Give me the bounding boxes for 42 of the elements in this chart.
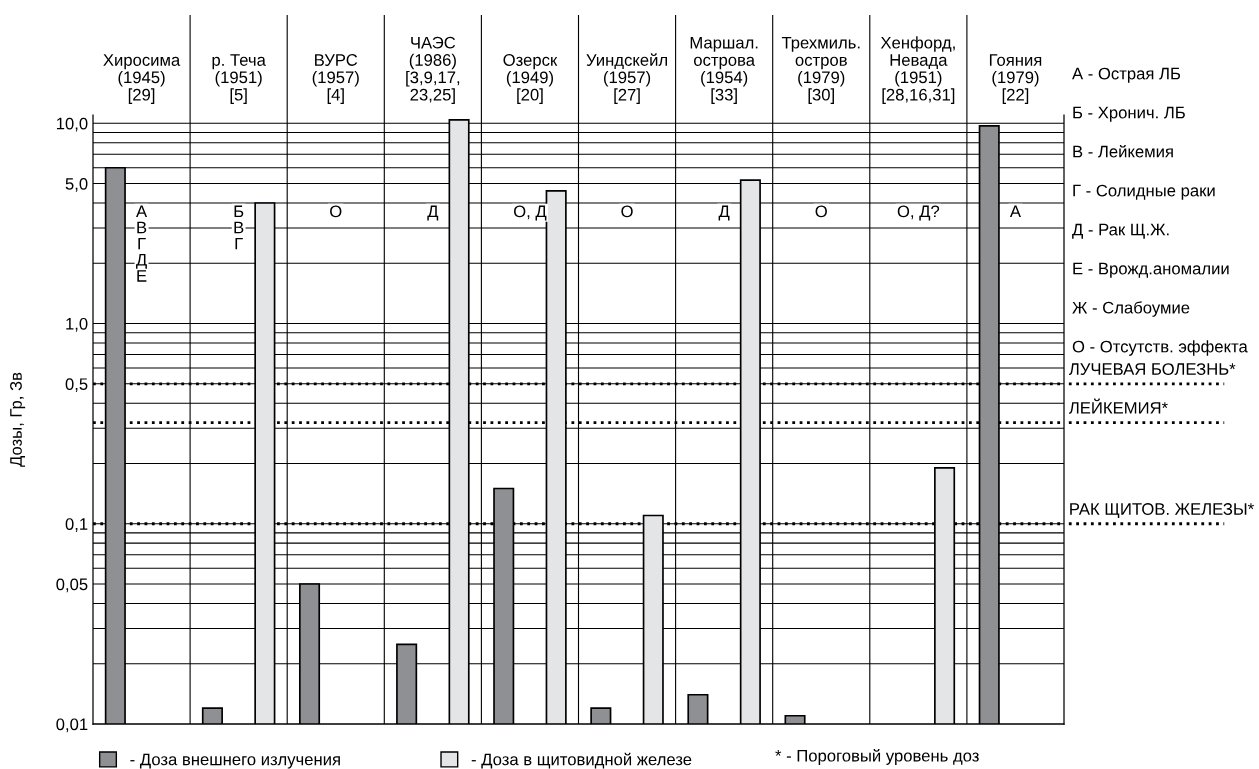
- text: Ж - Слабоумие: [1072, 301, 1190, 317]
- ref-line-label: ЛУЧЕВАЯ БОЛЕЗНЬ*: [1069, 363, 1236, 375]
- x-tick-label: Хиросима (1945) [29]: [103, 54, 181, 104]
- text: Е - Врожд.аномалии: [1073, 262, 1229, 278]
- x-tick-label: Хенфорд, Невада (1951) [28,16,31]: [880, 36, 955, 104]
- x-tick-label: Озерск (1949) [20]: [503, 54, 558, 104]
- annotation: Д: [427, 205, 439, 221]
- y-tick-label: 1,0: [66, 317, 88, 332]
- text: * - Пороговый уровень доз: [775, 749, 979, 765]
- x-tick-label: ВУРС (1957) [4]: [312, 54, 359, 104]
- x-tick-label: ЧАЭС (1986) [3,9,17, 23,25]: [406, 36, 460, 104]
- annotation: О: [621, 205, 633, 218]
- text: Б - Хронич. ЛБ: [1073, 106, 1185, 122]
- text: А - Острая ЛБ: [1072, 67, 1181, 83]
- y-tick-label: 10,0: [56, 117, 88, 132]
- y-tick-label: 5,0: [65, 177, 88, 192]
- annotation: А В Г Д Е: [136, 205, 148, 282]
- text: Г - Солидные раки: [1073, 184, 1215, 200]
- x-tick-label: р. Теча (1951) [5]: [212, 54, 266, 104]
- legend-label: - Доза в щитовидной железе: [471, 752, 692, 769]
- annotation: Д: [718, 205, 730, 221]
- annotation: А: [1009, 205, 1021, 218]
- ref-line-label: ЛЕЙКЕМИЯ*: [1069, 398, 1168, 414]
- annotation: О: [815, 205, 827, 218]
- x-tick-label: Уиндскейл (1957) [27]: [586, 53, 667, 104]
- y-tick-label: 0,05: [56, 578, 88, 593]
- annotation: О: [330, 205, 342, 218]
- text: В - Лейкемия: [1073, 144, 1173, 158]
- text: Д - Рак Щ.Ж.: [1072, 223, 1169, 239]
- annotation: О, Д: [513, 205, 547, 221]
- y-tick-label: 0,1: [65, 518, 88, 532]
- annotation: О, Д?: [897, 205, 940, 221]
- ref-line-label: РАК ЩИТОВ. ЖЕЛЕЗЫ*: [1070, 503, 1254, 519]
- text: О - Отсутств. эффекта: [1072, 340, 1248, 356]
- x-tick-label: Трехмиль. остров (1979) [30]: [781, 36, 860, 104]
- y-tick-label: 0,5: [65, 378, 88, 392]
- x-tick-label: Маршал. острова (1954) [33]: [690, 36, 758, 104]
- x-tick-label: Гояния (1979) [22]: [989, 54, 1042, 104]
- y-tick-label: 0,01: [56, 718, 88, 733]
- annotation: Б В Г: [234, 205, 244, 250]
- y-axis-title: Дозы, Гр, Зв: [10, 372, 26, 467]
- legend-label: - Доза внешнего излучения: [130, 753, 340, 769]
